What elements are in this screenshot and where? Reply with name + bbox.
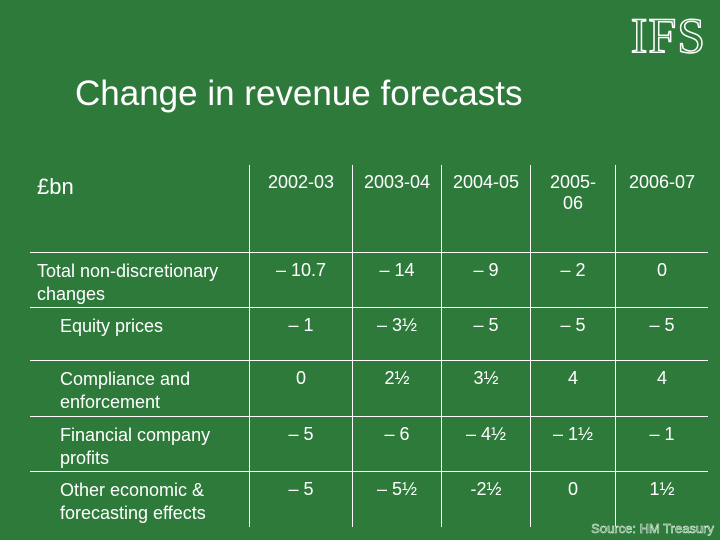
column-header: 2003-04: [352, 165, 442, 253]
cell: – 1: [249, 306, 353, 361]
cell: – 1: [615, 415, 708, 472]
cell: – 5: [441, 306, 531, 361]
cell: 0: [615, 251, 708, 308]
header-text: 2003-04: [363, 172, 431, 192]
cell: – 3½: [352, 306, 442, 361]
column-header: 2004-05: [441, 165, 531, 253]
cell: 1½: [615, 470, 708, 527]
cell: – 14: [352, 251, 442, 308]
table: £bn 2002-03 2003-04 2004-05 2005-06 2006-07 To…: [30, 165, 708, 527]
row-label: Total non-discretionary changes: [30, 251, 250, 308]
row-label: Financial company profits: [30, 415, 250, 472]
cell: 0: [530, 470, 616, 527]
row-label: Other economic & forecasting effects: [30, 470, 250, 527]
cell: – 9: [441, 251, 531, 308]
cell: – 6: [352, 415, 442, 472]
cell: – 4½: [441, 415, 531, 472]
cell: – 5: [249, 470, 353, 527]
header-row: £bn 2002-03 2003-04 2004-05 2005-06 2006-07: [30, 165, 708, 253]
cell: 0: [249, 359, 353, 417]
cell: 4: [615, 359, 708, 417]
header-text: 2005-06: [549, 172, 597, 213]
cell: -2½: [441, 470, 531, 527]
cell: – 10.7: [249, 251, 353, 308]
cell: – 5: [530, 306, 616, 361]
cell: – 2: [530, 251, 616, 308]
cell: – 1½: [530, 415, 616, 472]
column-header: 2002-03: [249, 165, 353, 253]
source: Source: HM Treasury: [591, 521, 714, 537]
unit-label: £bn: [30, 165, 250, 253]
cell: – 5: [249, 415, 353, 472]
header-text: 2004-05: [452, 172, 520, 192]
cell: 4: [530, 359, 616, 417]
cell: – 5½: [352, 470, 442, 527]
header-text: 2002-03: [267, 172, 335, 192]
header-text: 2006-07: [628, 172, 696, 192]
table-row: Compliance and enforcement 0 2½ 3½ 4 4: [30, 359, 708, 417]
cell: – 5: [615, 306, 708, 361]
table-row: Other economic & forecasting effects – 5–…: [30, 470, 708, 527]
table-row: Total non-discretionary changes – 10.7– 1…: [30, 251, 708, 308]
row-label: Compliance and enforcement: [30, 359, 250, 417]
title: Change in revenue forecasts: [75, 74, 523, 113]
table-row: Equity prices – 1– 3½ – 5– 5– 5: [30, 306, 708, 361]
logo: IFS: [630, 6, 706, 64]
row-label: Equity prices: [30, 306, 250, 361]
table-row: Financial company profits – 5– 6– 4½ – 1½ –…: [30, 415, 708, 472]
column-header: 2006-07: [615, 165, 708, 253]
cell: 3½: [441, 359, 531, 417]
header-text: £bn: [37, 174, 74, 199]
cell: 2½: [352, 359, 442, 417]
column-header: 2005-06: [530, 165, 616, 253]
